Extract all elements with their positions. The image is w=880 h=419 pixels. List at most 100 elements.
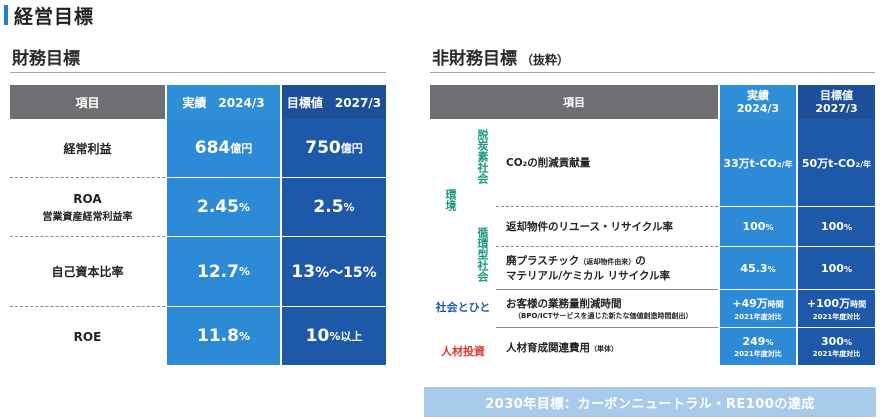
actual-value: 33万t-CO₂ [723,156,782,170]
target-note: 2021年度対比 [812,313,861,321]
table-row: 廃プラスチック（返却物件由来）の マテリアル/ケミカル リサイクル率 45.3%… [496,247,875,290]
target-unit: 億円 [340,142,363,155]
financial-title-text: 財務目標 [12,49,80,69]
nonfinancial-title-note: （抜粋） [521,53,570,67]
target-value: +100万 [806,297,851,310]
accent-bar [4,5,8,25]
nonfinancial-table-header: 項目 実績 2024/3 目標値 2027/3 [430,85,875,119]
row-label: 経常利益 [10,119,165,178]
page-header: 経営目標 [4,4,94,28]
row-name: 経常利益 [63,141,112,156]
category-decarbon-text: 脱炭素社会 [476,129,489,184]
row-label: 廃プラスチック（返却物件由来）の マテリアル/ケミカル リサイクル率 [496,247,718,290]
nonfinancial-body: 環境 脱炭素社会 循環型社会 CO₂の削減貢献量 33万t-CO₂/年 50万t… [430,119,875,366]
actual-unit: % [765,223,774,232]
actual-cell: 12.7% [167,237,280,307]
row-name-line: 人材育成関連費用（単体） [506,340,718,355]
row-name: ROE [73,329,102,344]
actual-value: 2.45 [197,197,239,217]
actual-value: 11.8 [197,326,239,346]
row-label: 人材育成関連費用（単体） [496,328,718,366]
row-label: お客様の業務量削減時間 （BPO/ICTサービスを通じた新たな価値創造時間創出） [496,290,718,328]
category-social: 社会とひと [435,301,491,314]
target-value: 2.5 [313,197,344,217]
nonfinancial-section-title: 非財務目標 （抜粋） [432,44,569,69]
actual-note: 2021年度対比 [734,349,782,358]
actual-cell: 33万t-CO₂/年 [720,119,796,207]
row-label: 自己資本比率 [10,237,165,307]
target-value: 100 [821,220,844,233]
actual-value-wrap: +49万時間 [732,295,784,311]
category-environment: 環境 [444,189,457,211]
actual-unit: 時間 [767,300,784,309]
target-unit: %～15% [315,264,377,281]
financial-title-rule [10,72,386,73]
actual-unit: /年 [781,159,793,169]
actual-unit: % [238,265,250,278]
goal-banner: 2030年目標：カーボンニュートラル・RE100の達成 [424,387,876,417]
row-name-small: （単体） [590,344,618,353]
header-target-line1: 目標値 [820,89,853,102]
actual-value: +49万 [732,297,768,310]
table-row: ROA 営業資産経常利益率 2.45% 2.5% [10,178,386,237]
actual-value: 100 [742,220,766,233]
target-value-wrap: +100万時間 [807,295,866,311]
row-label: CO₂の削減貢献量 [496,119,718,207]
category-column: 環境 [430,119,470,337]
category-decarbon: 脱炭素社会 [476,129,489,184]
target-value-wrap: 50万t-CO₂/年 [802,155,871,171]
actual-cell: +49万時間 2021年度対比 [720,290,796,328]
row-name-note: （BPO/ICTサービスを通じた新たな価値創造時間創出） [514,312,693,320]
actual-unit: % [238,200,250,214]
row-name-small: （返却物件由来） [579,258,636,266]
target-value-wrap: 100% [821,262,852,275]
target-value: 300 [821,334,844,348]
target-value: 10 [305,326,330,346]
target-cell: 2.5% [282,178,386,237]
target-unit: 時間 [850,300,867,309]
row-name-line1: 廃プラスチック（返却物件由来）の [506,253,718,268]
table-row: お客様の業務量削減時間 （BPO/ICTサービスを通じた新たな価値創造時間創出）… [496,290,875,328]
financial-section-title: 財務目標 [12,44,80,69]
header-item: 項目 [10,85,165,119]
category-environment-text: 環境 [444,189,457,211]
table-row: 経常利益 684 億円 750 億円 [10,119,386,178]
row-name: 人材育成関連費用 [506,341,590,354]
target-unit: %以上 [329,330,363,343]
nonfinancial-table: 項目 実績 2024/3 目標値 2027/3 環境 脱炭素社会 循環型社会 [430,85,875,366]
actual-cell: 11.8% [167,307,280,366]
target-cell: 10 %以上 [282,307,386,366]
financial-table: 項目 実績 2024/3 目標値 2027/3 経常利益 684 億円 750 億円… [10,85,386,366]
target-cell: 13 %～15% [282,237,386,307]
target-cell: 300% 2021年度対比 [798,328,875,366]
table-row: ROE 11.8% 10 %以上 [10,307,386,366]
category-hr: 人材投資 [441,345,485,358]
row-subname: 営業資産経常利益率 [42,211,133,223]
target-note: 2021年度対比 [812,349,861,358]
actual-value: 249 [742,334,766,348]
actual-value: 45.3 [740,261,768,275]
target-unit: /年 [860,159,872,169]
actual-cell: 684 億円 [167,119,280,178]
row-name-line2: マテリアル/ケミカル リサイクル率 [506,270,671,282]
table-row: 人材育成関連費用（単体） 249% 2021年度対比 300% 2021年度対比 [496,328,875,366]
row-label: ROA 営業資産経常利益率 [10,178,165,237]
nonfinancial-title-rule [430,72,875,73]
actual-cell: 100% [720,207,796,247]
header-actual-line2: 2024/3 [736,102,780,115]
actual-value-wrap: 33万t-CO₂/年 [723,155,792,171]
target-unit: % [843,264,852,274]
actual-unit: 億円 [230,142,253,155]
row-name: お客様の業務量削減時間 [506,298,622,310]
target-cell: +100万時間 2021年度対比 [798,290,875,328]
row-name-tail: の [635,255,646,267]
row-label: 返却物件のリユース・リサイクル率 [496,207,718,247]
row-name: ROA [73,191,102,206]
header-actual: 実績 2024/3 [720,85,796,119]
actual-cell: 249% 2021年度対比 [720,328,796,366]
table-row: CO₂の削減貢献量 33万t-CO₂/年 50万t-CO₂/年 [496,119,875,207]
row-name: CO₂の削減貢献量 [506,157,591,169]
target-unit: % [843,337,852,347]
target-value-wrap: 100% [821,220,852,233]
financial-table-header: 項目 実績 2024/3 目標値 2027/3 [10,85,386,119]
